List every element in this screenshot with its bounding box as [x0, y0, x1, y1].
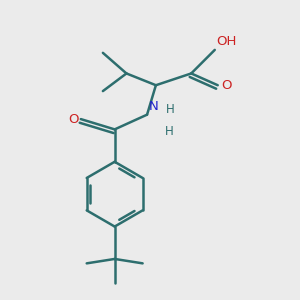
Text: N: N [148, 100, 158, 113]
Text: O: O [68, 112, 79, 126]
Text: O: O [221, 79, 232, 92]
Text: H: H [165, 125, 173, 138]
Text: OH: OH [216, 35, 237, 48]
Text: H: H [166, 103, 175, 116]
